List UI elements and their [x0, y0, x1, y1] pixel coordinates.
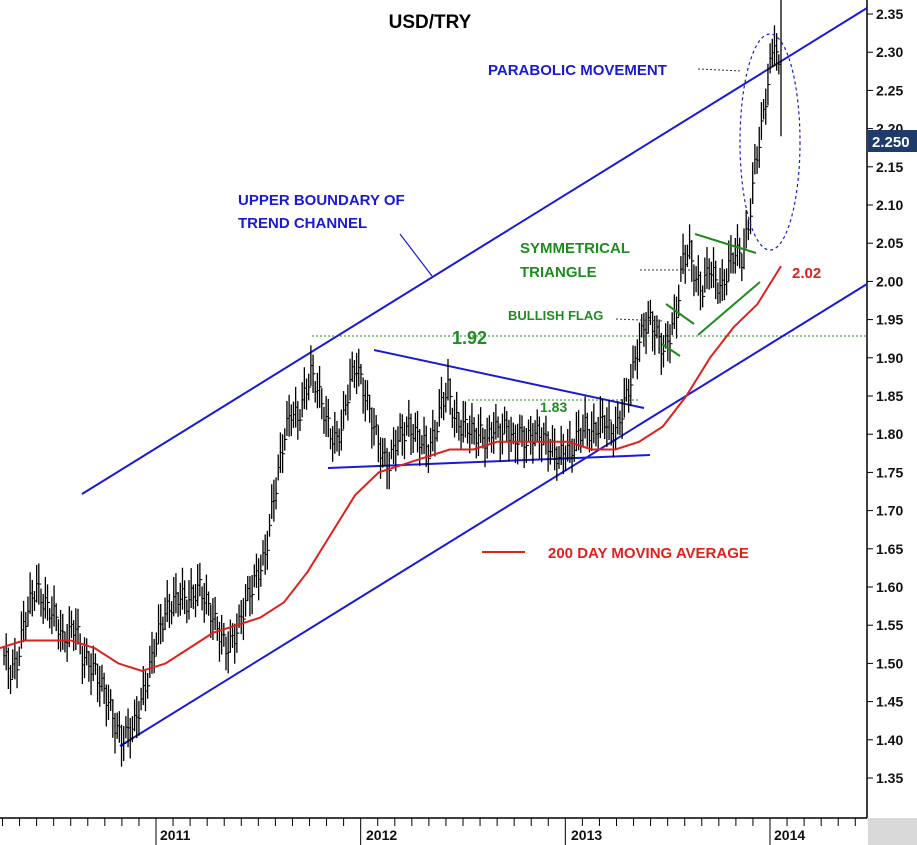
- y-axis-ticks: 1.35 1.40 1.45 1.50 1.55 1.60 1.65 1.70 1.75 1.80…: [867, 6, 903, 786]
- ma-legend-label: 200 DAY MOVING AVERAGE: [548, 545, 749, 562]
- sym-triangle-label-1: SYMMETRICAL: [520, 240, 630, 257]
- parabolic-ellipse: [739, 33, 801, 251]
- moving-average-line: [0, 265, 782, 673]
- y-tick-label: 2.10: [876, 197, 903, 213]
- y-tick-label: 2.00: [876, 273, 903, 289]
- y-tick-label: 1.35: [876, 770, 903, 786]
- upper-boundary-label-2: TREND CHANNEL: [238, 215, 367, 232]
- y-tick-label: 2.35: [876, 6, 903, 22]
- ma-value-label: 2.02: [792, 265, 821, 282]
- y-tick-label: 2.15: [876, 159, 903, 175]
- y-tick-label: 1.45: [876, 694, 903, 710]
- x-axis-ticks: 2011 2012 2013 2014: [2, 818, 856, 845]
- y-tick-label: 1.50: [876, 655, 903, 671]
- corner-panel: [868, 818, 917, 845]
- y-tick-label: 1.85: [876, 388, 903, 404]
- flag-connector: [615, 318, 665, 322]
- triangle-lower-line: [327, 454, 651, 469]
- triangle-upper-line: [373, 349, 645, 409]
- y-tick-label: 2.30: [876, 44, 903, 60]
- y-tick-label: 2.25: [876, 82, 903, 98]
- sym-triangle-bottom-line: [697, 281, 761, 336]
- flag-bottom-line: [661, 343, 681, 357]
- sym-triangle-top-line: [694, 233, 757, 254]
- y-tick-label: 1.70: [876, 503, 903, 519]
- x-tick-label: 2014: [774, 827, 805, 843]
- chart-title: USD/TRY: [389, 12, 472, 33]
- upper-boundary-label-1: UPPER BOUNDARY OF: [238, 192, 405, 209]
- y-tick-label: 1.65: [876, 541, 903, 557]
- level-192-label: 1.92: [452, 328, 487, 348]
- bullish-flag-label: BULLISH FLAG: [508, 308, 603, 323]
- lower-channel-line: [119, 283, 868, 747]
- current-price-label: 2.250: [872, 134, 910, 151]
- y-tick-label: 1.60: [876, 579, 903, 595]
- y-tick-label: 2.05: [876, 235, 903, 251]
- upper-channel-line: [81, 7, 868, 495]
- flag-top-line: [665, 303, 695, 325]
- x-tick-label: 2011: [160, 827, 191, 843]
- y-tick-label: 1.55: [876, 617, 903, 633]
- x-tick-label: 2012: [366, 827, 397, 843]
- current-price-box: [868, 130, 917, 152]
- sym-triangle-label-2: TRIANGLE: [520, 264, 597, 281]
- y-tick-label: 1.75: [876, 464, 903, 480]
- price-bars: [3, 0, 782, 767]
- y-tick-label: 1.80: [876, 426, 903, 442]
- parabolic-label: PARABOLIC MOVEMENT: [488, 62, 667, 79]
- upper-boundary-connector: [399, 233, 433, 277]
- y-tick-label: 1.95: [876, 312, 903, 328]
- y-tick-label: 1.40: [876, 732, 903, 748]
- level-183-label: 1.83: [540, 399, 567, 415]
- y-tick-label: 1.90: [876, 350, 903, 366]
- x-tick-label: 2013: [571, 827, 602, 843]
- parabolic-connector: [697, 68, 743, 72]
